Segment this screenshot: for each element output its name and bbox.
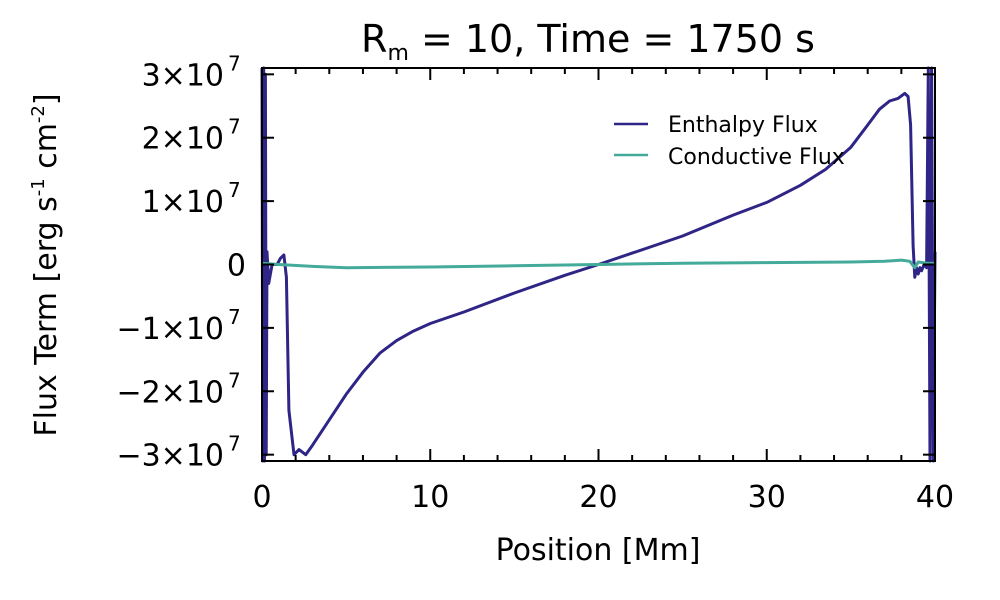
x-tick-label: 30 [748, 480, 786, 515]
y-tick-exponent: 7 [228, 368, 241, 392]
y-tick-label: 0 [227, 249, 246, 284]
x-tick-label: 40 [916, 480, 954, 515]
y-tick-exponent: 7 [228, 305, 241, 329]
y-tick-label: −2×10 [116, 375, 224, 410]
y-tick-exponent: 7 [228, 178, 241, 202]
x-tick-label: 10 [411, 480, 449, 515]
y-tick-label: 1×10 [142, 185, 224, 220]
x-tick-label: 20 [579, 480, 617, 515]
y-tick-label: −3×10 [116, 439, 224, 474]
y-axis-label: Flux Term [erg s-1 cm-2] [28, 93, 64, 436]
y-tick-label: −1×10 [116, 312, 224, 347]
y-tick-exponent: 7 [228, 115, 241, 139]
chart-title: Rm = 10, Time = 1750 s [361, 17, 815, 66]
x-axis-label: Position [Mm] [496, 533, 701, 568]
legend-label-enthalpy: Enthalpy Flux [668, 113, 818, 138]
y-tick-label: 2×10 [142, 122, 224, 157]
legend: Enthalpy Flux Conductive Flux [614, 113, 845, 170]
y-tick-exponent: 7 [228, 432, 241, 456]
y-tick-exponent: 7 [228, 51, 241, 75]
series-line-conductive-flux [261, 258, 935, 270]
legend-label-conductive: Conductive Flux [668, 145, 845, 170]
x-tick-label: 0 [252, 480, 271, 515]
y-tick-label: 3×10 [142, 58, 224, 93]
